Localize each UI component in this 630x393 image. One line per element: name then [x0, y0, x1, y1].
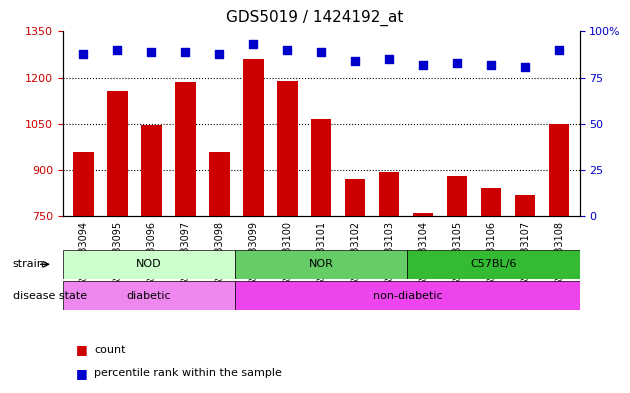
FancyBboxPatch shape: [408, 250, 580, 279]
FancyBboxPatch shape: [63, 281, 235, 310]
Point: [554, 47, 564, 53]
Bar: [277, 81, 297, 216]
Text: percentile rank within the sample: percentile rank within the sample: [94, 368, 282, 378]
Bar: [481, 188, 501, 216]
Point: [486, 62, 496, 68]
Bar: [311, 119, 331, 216]
Point: [316, 49, 326, 55]
Bar: [549, 124, 570, 216]
Point: [180, 49, 190, 55]
Point: [452, 60, 462, 66]
Point: [146, 49, 156, 55]
Text: ■: ■: [76, 343, 88, 356]
Point: [78, 50, 88, 57]
Point: [248, 41, 258, 48]
Bar: [447, 176, 467, 216]
Point: [520, 63, 530, 70]
Point: [112, 47, 122, 53]
Bar: [107, 92, 127, 216]
Text: C57BL/6: C57BL/6: [470, 259, 517, 269]
Bar: [243, 59, 263, 216]
Bar: [379, 171, 399, 216]
Text: count: count: [94, 345, 126, 355]
Text: strain: strain: [13, 259, 45, 269]
FancyBboxPatch shape: [63, 250, 235, 279]
FancyBboxPatch shape: [235, 250, 408, 279]
Bar: [73, 151, 94, 216]
Text: ■: ■: [76, 367, 88, 380]
Point: [384, 56, 394, 62]
Text: diabetic: diabetic: [127, 291, 171, 301]
Bar: [515, 195, 535, 216]
Point: [350, 58, 360, 64]
Text: NOD: NOD: [136, 259, 162, 269]
Bar: [345, 179, 365, 216]
Text: non-diabetic: non-diabetic: [372, 291, 442, 301]
Point: [418, 62, 428, 68]
Bar: [413, 213, 433, 216]
FancyBboxPatch shape: [235, 281, 580, 310]
Bar: [175, 82, 195, 216]
Text: disease state: disease state: [13, 291, 87, 301]
Text: GDS5019 / 1424192_at: GDS5019 / 1424192_at: [226, 10, 404, 26]
Bar: [209, 151, 229, 216]
Bar: [141, 125, 161, 216]
Point: [282, 47, 292, 53]
Text: NOR: NOR: [309, 259, 334, 269]
Point: [214, 50, 224, 57]
